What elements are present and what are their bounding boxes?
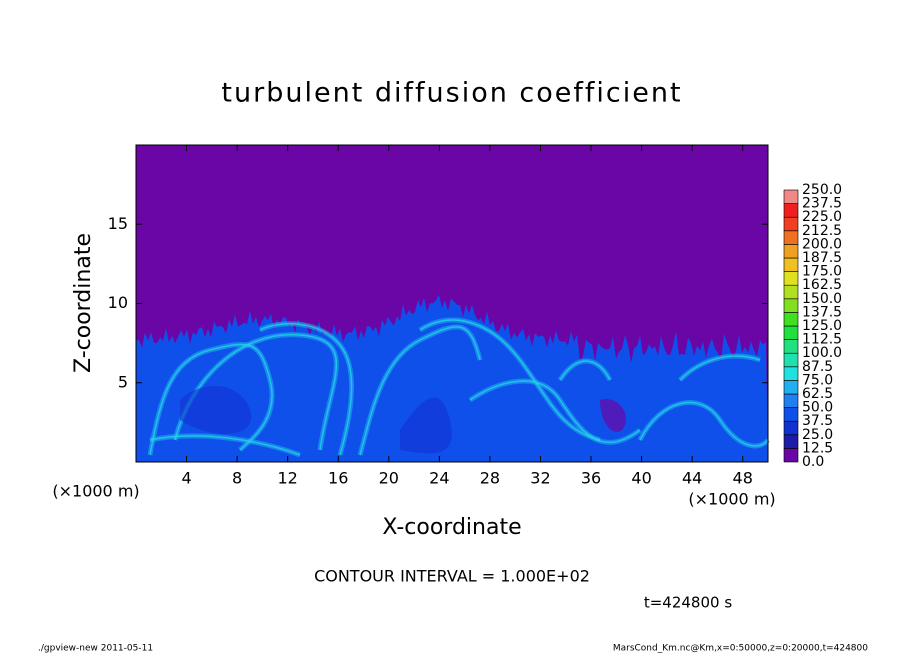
x-tick-label: 36: [581, 469, 601, 488]
colorbar-box: [783, 203, 799, 218]
colorbar-box: [783, 312, 799, 327]
y-tick-label: 15: [108, 214, 128, 233]
flow-streak-core: [469, 380, 641, 443]
x-axis-label: X-coordinate: [382, 515, 521, 540]
x-tick-label: 4: [181, 469, 191, 488]
flow-streak-core: [149, 435, 301, 456]
colorbar-label: 112.5: [802, 332, 842, 348]
flow-streak-core: [149, 343, 273, 456]
colorbar-label: 150.0: [802, 291, 842, 307]
chart-title: turbulent diffusion coefficient: [221, 78, 682, 109]
colorbar-box: [783, 448, 799, 463]
colorbar-box: [783, 434, 799, 449]
colorbar-box: [783, 339, 799, 354]
colorbar-label: 175.0: [802, 264, 842, 280]
flow-streak-core: [259, 323, 353, 456]
colorbar-label: 87.5: [802, 359, 833, 375]
colorbar-label: 250.0: [802, 182, 842, 198]
colorbar-box: [783, 284, 799, 300]
colorbar-box: [783, 420, 799, 436]
x-tick-label: 40: [631, 469, 651, 488]
colorbar-box: [783, 352, 799, 368]
footer-right: MarsCond_Km.nc@Km,x=0:50000,z=0:20000,t=…: [613, 644, 868, 654]
colorbar-box: [783, 380, 799, 395]
cold-region: [400, 397, 452, 454]
x-tick-label: 16: [328, 469, 348, 488]
colorbar-label: 137.5: [802, 304, 842, 320]
colorbar-box: [783, 298, 799, 313]
footer-left: ./gpview-new 2011-05-11: [38, 644, 153, 654]
x-tick-label: 20: [379, 469, 399, 488]
colorbar-label: 212.5: [802, 223, 842, 239]
colorbar-box: [783, 230, 799, 245]
x-tick-label: 12: [278, 469, 298, 488]
x-tick-label: 32: [530, 469, 550, 488]
colorbar-label: 75.0: [802, 372, 833, 388]
contour-note: CONTOUR INTERVAL = 1.000E+02: [314, 567, 590, 586]
flow-streak-core: [559, 360, 611, 381]
cold-region: [180, 386, 252, 434]
flow-streak-core: [639, 401, 769, 447]
cold-region: [600, 399, 626, 432]
colorbar-box: [783, 189, 799, 204]
x-tick-label: 44: [682, 469, 702, 488]
y-unit: (×1000 m): [52, 482, 139, 501]
flow-streak-core: [419, 319, 601, 441]
x-tick-label: 48: [733, 469, 753, 488]
colorbar-box: [783, 393, 799, 408]
x-tick-label: 8: [232, 469, 242, 488]
colorbar-box: [783, 271, 799, 286]
colorbar-label: 12.5: [802, 440, 833, 456]
colorbar-label: 187.5: [802, 250, 842, 266]
y-axis-label: Z-coordinate: [71, 233, 96, 373]
colorbar-box: [783, 325, 799, 340]
colorbar-label: 50.0: [802, 400, 833, 416]
colorbar-box: [783, 366, 799, 381]
y-tick-label: 10: [108, 293, 128, 312]
x-tick-label: 28: [480, 469, 500, 488]
flow-streak-core: [679, 355, 761, 381]
colorbar-box: [783, 216, 799, 232]
colorbar-label: 0.0: [802, 454, 824, 470]
colorbar-label: 200.0: [802, 236, 842, 252]
flow-streak-core: [359, 326, 481, 456]
colorbar-label: 225.0: [802, 209, 842, 225]
colorbar-box: [783, 407, 799, 422]
flow-streak-core: [174, 334, 337, 451]
colorbar-label: 25.0: [802, 427, 833, 443]
x-tick-label: 24: [429, 469, 449, 488]
colorbar-label: 237.5: [802, 196, 842, 212]
colorbar-box: [783, 257, 799, 272]
x-unit: (×1000 m): [688, 490, 775, 509]
colorbar-label: 125.0: [802, 318, 842, 334]
colorbar-label: 162.5: [802, 277, 842, 293]
colorbar-label: 62.5: [802, 386, 833, 402]
field: [136, 145, 770, 462]
time-note: t=424800 s: [644, 594, 732, 612]
y-tick-label: 5: [118, 372, 128, 391]
colorbar-label: 100.0: [802, 345, 842, 361]
colorbar-box: [783, 244, 799, 259]
colorbar-label: 37.5: [802, 413, 833, 429]
